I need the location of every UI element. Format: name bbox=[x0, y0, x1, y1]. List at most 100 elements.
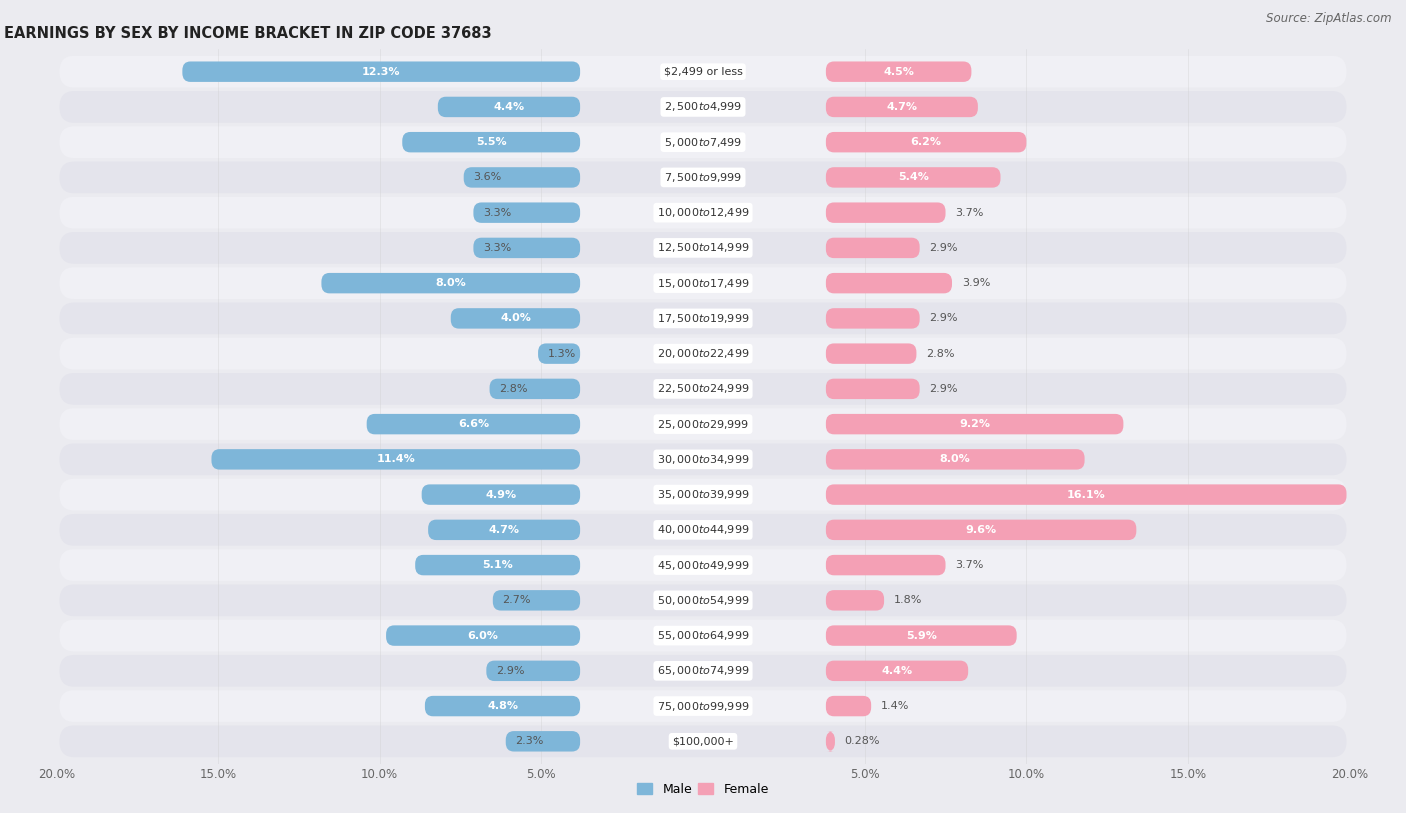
FancyBboxPatch shape bbox=[59, 197, 1347, 228]
FancyBboxPatch shape bbox=[59, 585, 1347, 616]
Text: 8.0%: 8.0% bbox=[436, 278, 467, 288]
Text: 3.3%: 3.3% bbox=[484, 243, 512, 253]
Text: 6.6%: 6.6% bbox=[458, 420, 489, 429]
FancyBboxPatch shape bbox=[59, 620, 1347, 651]
FancyBboxPatch shape bbox=[59, 373, 1347, 405]
Text: 2.9%: 2.9% bbox=[929, 384, 957, 393]
Text: 6.0%: 6.0% bbox=[468, 631, 499, 641]
Text: 2.7%: 2.7% bbox=[502, 595, 531, 606]
Text: 16.1%: 16.1% bbox=[1067, 489, 1105, 500]
FancyBboxPatch shape bbox=[486, 661, 581, 681]
FancyBboxPatch shape bbox=[825, 62, 972, 82]
Text: 4.7%: 4.7% bbox=[489, 525, 520, 535]
FancyBboxPatch shape bbox=[59, 56, 1347, 88]
FancyBboxPatch shape bbox=[825, 625, 1017, 646]
Text: 2.3%: 2.3% bbox=[516, 737, 544, 746]
Text: $2,499 or less: $2,499 or less bbox=[664, 67, 742, 76]
Text: 2.9%: 2.9% bbox=[929, 243, 957, 253]
FancyBboxPatch shape bbox=[825, 555, 946, 576]
Text: 3.7%: 3.7% bbox=[955, 207, 984, 218]
FancyBboxPatch shape bbox=[825, 449, 1084, 470]
FancyBboxPatch shape bbox=[59, 267, 1347, 299]
Text: $40,000 to $44,999: $40,000 to $44,999 bbox=[657, 524, 749, 537]
FancyBboxPatch shape bbox=[451, 308, 581, 328]
FancyBboxPatch shape bbox=[59, 232, 1347, 263]
FancyBboxPatch shape bbox=[59, 126, 1347, 158]
Text: 3.3%: 3.3% bbox=[484, 207, 512, 218]
Text: 2.8%: 2.8% bbox=[927, 349, 955, 359]
FancyBboxPatch shape bbox=[59, 444, 1347, 476]
FancyBboxPatch shape bbox=[825, 661, 969, 681]
FancyBboxPatch shape bbox=[464, 167, 581, 188]
Text: 1.8%: 1.8% bbox=[894, 595, 922, 606]
Text: 3.6%: 3.6% bbox=[474, 172, 502, 182]
Text: $7,500 to $9,999: $7,500 to $9,999 bbox=[664, 171, 742, 184]
Text: $55,000 to $64,999: $55,000 to $64,999 bbox=[657, 629, 749, 642]
Text: $15,000 to $17,499: $15,000 to $17,499 bbox=[657, 276, 749, 289]
Text: 1.4%: 1.4% bbox=[882, 701, 910, 711]
Text: $17,500 to $19,999: $17,500 to $19,999 bbox=[657, 312, 749, 325]
FancyBboxPatch shape bbox=[506, 731, 581, 751]
Text: 3.7%: 3.7% bbox=[955, 560, 984, 570]
FancyBboxPatch shape bbox=[183, 62, 581, 82]
FancyBboxPatch shape bbox=[437, 97, 581, 117]
FancyBboxPatch shape bbox=[387, 625, 581, 646]
Text: 5.4%: 5.4% bbox=[898, 172, 928, 182]
FancyBboxPatch shape bbox=[59, 690, 1347, 722]
Text: 4.4%: 4.4% bbox=[494, 102, 524, 112]
Text: 2.9%: 2.9% bbox=[496, 666, 524, 676]
FancyBboxPatch shape bbox=[825, 520, 1136, 540]
FancyBboxPatch shape bbox=[825, 167, 1001, 188]
Text: 8.0%: 8.0% bbox=[939, 454, 970, 464]
FancyBboxPatch shape bbox=[825, 132, 1026, 152]
FancyBboxPatch shape bbox=[425, 696, 581, 716]
FancyBboxPatch shape bbox=[825, 202, 946, 223]
FancyBboxPatch shape bbox=[825, 273, 952, 293]
Text: $65,000 to $74,999: $65,000 to $74,999 bbox=[657, 664, 749, 677]
FancyBboxPatch shape bbox=[474, 237, 581, 258]
Text: 0.28%: 0.28% bbox=[845, 737, 880, 746]
Text: 1.3%: 1.3% bbox=[548, 349, 576, 359]
Text: 3.9%: 3.9% bbox=[962, 278, 990, 288]
Text: 2.9%: 2.9% bbox=[929, 313, 957, 324]
FancyBboxPatch shape bbox=[415, 555, 581, 576]
Text: 5.1%: 5.1% bbox=[482, 560, 513, 570]
FancyBboxPatch shape bbox=[59, 514, 1347, 546]
Text: 9.2%: 9.2% bbox=[959, 420, 990, 429]
FancyBboxPatch shape bbox=[59, 302, 1347, 334]
FancyBboxPatch shape bbox=[825, 97, 979, 117]
FancyBboxPatch shape bbox=[825, 379, 920, 399]
FancyBboxPatch shape bbox=[429, 520, 581, 540]
Text: $22,500 to $24,999: $22,500 to $24,999 bbox=[657, 382, 749, 395]
FancyBboxPatch shape bbox=[474, 202, 581, 223]
Text: $75,000 to $99,999: $75,000 to $99,999 bbox=[657, 699, 749, 712]
Text: $5,000 to $7,499: $5,000 to $7,499 bbox=[664, 136, 742, 149]
Text: 4.9%: 4.9% bbox=[485, 489, 516, 500]
Text: $45,000 to $49,999: $45,000 to $49,999 bbox=[657, 559, 749, 572]
Text: 6.2%: 6.2% bbox=[911, 137, 942, 147]
FancyBboxPatch shape bbox=[489, 379, 581, 399]
FancyBboxPatch shape bbox=[825, 731, 835, 751]
FancyBboxPatch shape bbox=[825, 237, 920, 258]
FancyBboxPatch shape bbox=[825, 696, 872, 716]
Text: $50,000 to $54,999: $50,000 to $54,999 bbox=[657, 593, 749, 606]
FancyBboxPatch shape bbox=[59, 479, 1347, 511]
Text: 5.5%: 5.5% bbox=[475, 137, 506, 147]
Text: 4.5%: 4.5% bbox=[883, 67, 914, 76]
Text: $10,000 to $12,499: $10,000 to $12,499 bbox=[657, 207, 749, 220]
FancyBboxPatch shape bbox=[538, 343, 581, 364]
Text: 11.4%: 11.4% bbox=[377, 454, 415, 464]
Text: 4.8%: 4.8% bbox=[486, 701, 517, 711]
Text: $30,000 to $34,999: $30,000 to $34,999 bbox=[657, 453, 749, 466]
Text: $2,500 to $4,999: $2,500 to $4,999 bbox=[664, 101, 742, 114]
Text: 2.8%: 2.8% bbox=[499, 384, 527, 393]
Text: $100,000+: $100,000+ bbox=[672, 737, 734, 746]
Text: EARNINGS BY SEX BY INCOME BRACKET IN ZIP CODE 37683: EARNINGS BY SEX BY INCOME BRACKET IN ZIP… bbox=[4, 26, 492, 41]
FancyBboxPatch shape bbox=[59, 408, 1347, 440]
FancyBboxPatch shape bbox=[422, 485, 581, 505]
Text: 12.3%: 12.3% bbox=[361, 67, 401, 76]
FancyBboxPatch shape bbox=[211, 449, 581, 470]
FancyBboxPatch shape bbox=[59, 337, 1347, 369]
Text: 4.0%: 4.0% bbox=[501, 313, 531, 324]
Text: 4.4%: 4.4% bbox=[882, 666, 912, 676]
